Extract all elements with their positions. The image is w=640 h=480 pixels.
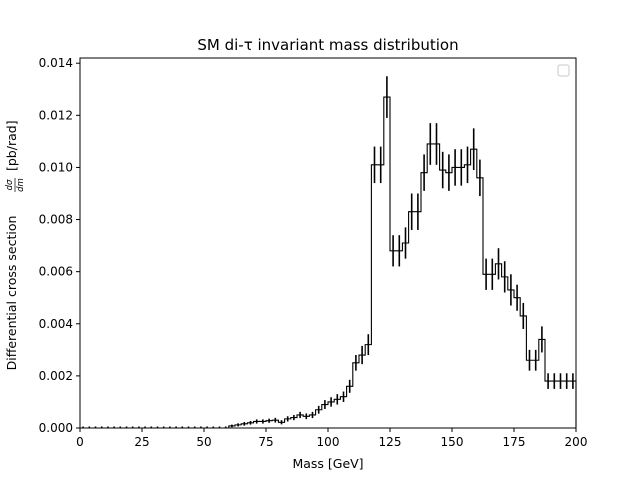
plot-frame xyxy=(79,57,577,429)
y-axis-label-fraction-denominator: dm xyxy=(16,178,26,192)
legend-box xyxy=(557,64,570,77)
y-axis-label-suffix: [pb/rad] xyxy=(4,120,19,171)
y-tick-label: 0.002 xyxy=(39,369,73,383)
x-tick-label: 150 xyxy=(441,435,464,449)
x-tick-label: 200 xyxy=(565,435,588,449)
y-tick-label: 0.012 xyxy=(39,108,73,122)
y-axis-label-prefix: Differential cross section xyxy=(4,216,19,371)
x-tick-label: 25 xyxy=(134,435,149,449)
y-tick-label: 0.006 xyxy=(39,265,73,279)
x-tick-label: 50 xyxy=(196,435,211,449)
x-axis-label: Mass [GeV] xyxy=(292,456,363,471)
x-tick-label: 125 xyxy=(379,435,402,449)
x-axis: 0 25 50 75 100 125 150 175 200 xyxy=(76,428,587,449)
x-tick-label: 100 xyxy=(317,435,340,449)
y-tick-label: 0.004 xyxy=(39,317,73,331)
y-axis-label: Differential cross section dσ dm [pb/rad… xyxy=(4,120,26,370)
y-tick-label: 0.008 xyxy=(39,213,73,227)
y-axis-label-fraction-numerator: dσ xyxy=(5,179,15,190)
x-tick-label: 75 xyxy=(258,435,273,449)
y-tick-label: 0.010 xyxy=(39,160,73,174)
y-axis: 0.000 0.002 0.004 0.006 0.008 0.010 0.012 0.014 xyxy=(39,56,80,435)
errorbar-layer xyxy=(82,76,574,428)
y-tick-label: 0.000 xyxy=(39,421,73,435)
x-tick-label: 0 xyxy=(76,435,84,449)
x-tick-label: 175 xyxy=(503,435,526,449)
chart-title: SM di-τ invariant mass distribution xyxy=(197,36,458,54)
y-tick-label: 0.014 xyxy=(39,56,73,70)
